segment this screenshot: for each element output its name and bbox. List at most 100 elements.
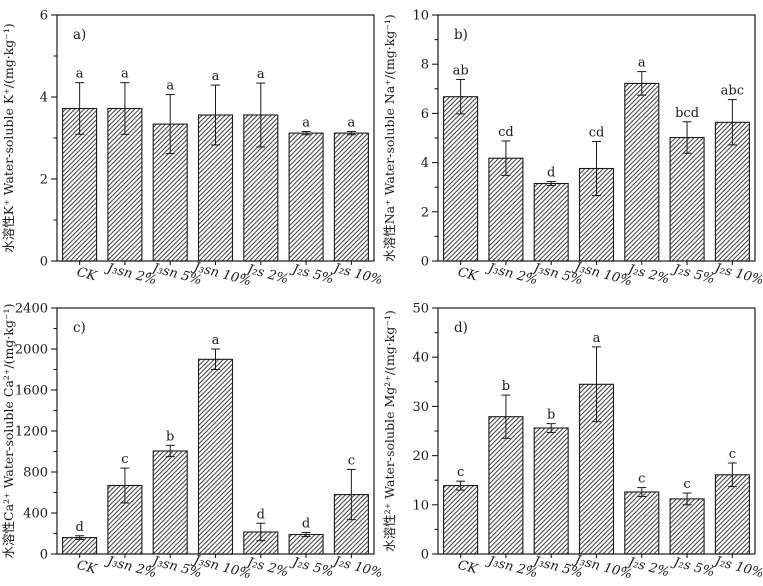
sig-letter: a — [121, 67, 129, 82]
y-axis-title: 水溶性K⁺ Water-soluble K⁺/(mg·kg⁻¹) — [1, 23, 16, 253]
sig-letter: c — [638, 472, 645, 487]
bar-J₂s 5% — [669, 136, 705, 262]
x-tick-label: CK — [456, 265, 480, 285]
y-axis-title: 水溶性²⁺ Water-soluble Mg²⁺/(mg·kg⁻¹) — [382, 310, 397, 552]
error-bar — [301, 531, 311, 538]
error-bar — [165, 94, 175, 155]
bar-CK — [62, 537, 98, 555]
x-tick-label: J₂s 10% — [710, 553, 762, 581]
bar-J₂s 10% — [333, 132, 369, 262]
sig-letter: c — [121, 452, 128, 467]
error-bar — [682, 492, 692, 506]
bar-J₃sn 5% — [533, 427, 569, 555]
error-bar — [346, 130, 356, 136]
y-tick-label: 2 — [421, 205, 429, 220]
sig-letter: a — [638, 56, 646, 71]
bar-J₂s 5% — [288, 132, 324, 262]
error-bar — [637, 487, 647, 497]
sig-letter: cd — [498, 125, 514, 140]
sig-letter: a — [347, 115, 355, 130]
sig-letter: bcd — [675, 106, 699, 121]
bar-J₂s 10% — [714, 121, 750, 262]
error-bar — [546, 423, 556, 433]
sig-letter: d — [547, 166, 555, 181]
error-bar — [682, 121, 692, 154]
bar-J₃sn 2% — [488, 416, 524, 555]
y-tick-label: 400 — [23, 507, 48, 522]
error-bar — [637, 71, 647, 96]
sig-letter: d — [302, 517, 310, 532]
error-bar — [456, 480, 466, 491]
bar-CK — [443, 485, 479, 555]
panel-d-water-soluble-mg: 0 10 20 30 40 50 c CK b J₃sn 2% b J₃sn 5% a J₃sn 10% c… — [381, 293, 763, 586]
error-bar — [75, 535, 85, 540]
error-bar — [165, 444, 175, 458]
y-tick-label: 6 — [40, 9, 48, 24]
y-tick-label: 50 — [412, 302, 429, 317]
x-tick-label: J₂s 10% — [710, 260, 762, 288]
sig-letter: b — [166, 429, 174, 444]
bar-J₂s 2% — [624, 82, 660, 262]
error-bar — [211, 84, 220, 146]
x-tick-label: J₂s 10% — [329, 260, 381, 288]
y-tick-label: 4 — [40, 91, 48, 106]
bar-J₃sn 5% — [152, 450, 188, 555]
x-tick-label: J₂s 5% — [669, 261, 716, 287]
y-tick-label: 2 — [40, 173, 48, 188]
bar-J₂s 5% — [288, 533, 324, 555]
x-tick-label: J₂s 10% — [329, 553, 381, 581]
y-tick-label: 0 — [421, 548, 429, 563]
y-tick-label: 2400 — [15, 302, 48, 317]
x-tick-label: CK — [456, 558, 480, 578]
sig-letter: c — [348, 453, 355, 468]
error-bar — [592, 140, 601, 197]
panel-letter: c) — [73, 320, 86, 336]
error-bar — [256, 82, 266, 148]
panel-letter: d) — [454, 320, 468, 336]
sig-letter: a — [212, 69, 220, 84]
sig-letter: a — [212, 333, 220, 348]
x-tick-label: J₃sn 2% — [103, 553, 158, 581]
y-tick-label: 1200 — [15, 425, 48, 440]
sig-letter: c — [729, 447, 736, 462]
x-tick-label: J₂s 5% — [669, 554, 716, 580]
panel-letter: b) — [454, 27, 468, 43]
error-bar — [120, 467, 130, 504]
sig-letter: a — [166, 79, 174, 94]
x-tick-label: J₃sn 2% — [484, 553, 539, 581]
sig-letter: d — [75, 520, 83, 535]
x-tick-label: J₂s 5% — [288, 261, 335, 287]
error-bar — [120, 82, 130, 135]
bar-J₂s 10% — [333, 494, 369, 555]
y-tick-label: 0 — [40, 548, 48, 563]
panel-a-water-soluble-k: 0 2 4 6 a CK a J₃sn 2% a J₃sn 5% a J₃sn 10% a J₂s 2% a… — [0, 0, 381, 293]
sig-letter: a — [76, 67, 84, 82]
sig-letter: a — [302, 115, 310, 130]
sig-letter: b — [502, 379, 510, 394]
error-bar — [501, 140, 511, 176]
x-tick-label: CK — [75, 558, 99, 578]
y-tick-label: 10 — [412, 9, 429, 24]
sig-letter: ab — [453, 64, 469, 79]
error-bar — [727, 99, 737, 146]
y-tick-label: 800 — [23, 466, 48, 481]
y-tick-label: 20 — [412, 449, 429, 464]
panel-letter: a) — [73, 27, 86, 43]
error-bar — [546, 181, 556, 186]
sig-letter: c — [683, 477, 690, 492]
error-bar — [501, 394, 511, 439]
y-tick-label: 1600 — [15, 384, 48, 399]
y-axis-title: 水溶性Ca²⁺ Water-soluble Ca²⁺/(mg·kg⁻¹) — [1, 304, 16, 559]
error-bar — [256, 522, 266, 542]
y-tick-label: 0 — [421, 255, 429, 270]
y-tick-label: 30 — [412, 400, 429, 415]
y-tick-label: 8 — [421, 58, 429, 73]
sig-letter: abc — [721, 84, 744, 99]
y-axis-title: 水溶性Na⁺ Water-soluble Na⁺/(mg·kg⁻¹) — [382, 14, 397, 262]
error-bar — [456, 78, 466, 115]
y-tick-label: 40 — [412, 351, 429, 366]
